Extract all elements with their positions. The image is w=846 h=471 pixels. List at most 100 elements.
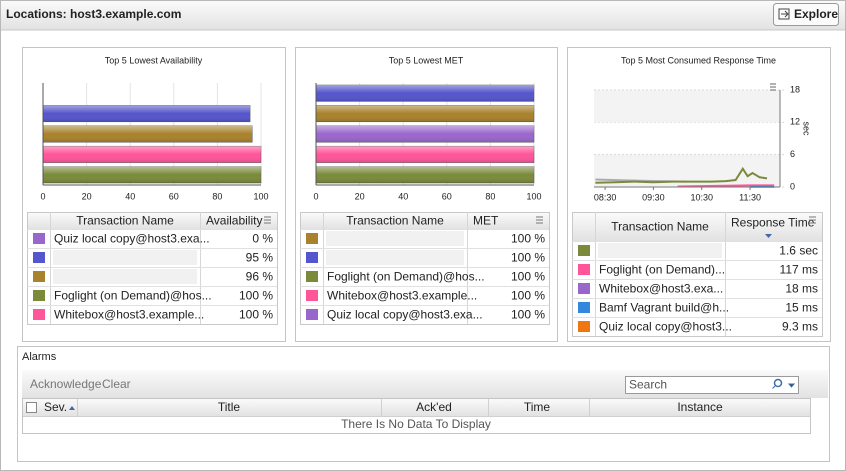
y-axis-label: sec <box>802 121 812 136</box>
x-tick-label: 100 <box>253 191 268 201</box>
y-tick-label: 6 <box>790 149 795 159</box>
color-swatch <box>33 309 45 320</box>
row-value: 18 ms <box>785 282 818 296</box>
color-swatch <box>578 321 590 332</box>
bar-shine <box>43 125 253 143</box>
transaction-name: Quiz local copy@host3.exa... <box>54 232 210 246</box>
row-value: 9.3 ms <box>782 320 818 334</box>
sort-icon[interactable] <box>536 216 543 224</box>
row-value: 1.6 sec <box>779 244 818 258</box>
row-value: 100 % <box>239 308 273 322</box>
x-tick-label: 20 <box>355 191 365 201</box>
panel-title: Top 5 Most Consumed Response Time <box>621 55 776 65</box>
x-tick-label: 20 <box>82 191 92 201</box>
column-header[interactable]: Time <box>524 400 551 414</box>
transaction-name: Whitebox@host3.example... <box>54 308 204 322</box>
column-header[interactable]: Transaction Name <box>346 214 444 228</box>
x-tick-label: 0 <box>313 191 318 201</box>
select-all[interactable] <box>26 402 37 413</box>
menu-icon <box>770 83 776 91</box>
search-icon <box>773 378 783 388</box>
bar-shine <box>316 105 534 122</box>
column-header[interactable]: Sev. <box>44 400 67 414</box>
series-line <box>595 166 768 184</box>
row-value: 95 % <box>246 251 274 265</box>
color-swatch <box>578 283 590 294</box>
sort-icon[interactable] <box>809 216 816 224</box>
row-value: 96 % <box>246 270 274 284</box>
column-header[interactable]: Availability <box>206 214 262 228</box>
bar-shine <box>316 125 534 143</box>
sort-icon[interactable] <box>264 216 271 224</box>
x-tick-label: 60 <box>169 191 179 201</box>
column-header[interactable]: MET <box>473 214 499 228</box>
search-icon <box>772 383 796 389</box>
sort-arrow <box>69 406 75 410</box>
header-bar <box>1 1 845 30</box>
color-swatch <box>33 290 45 301</box>
table-header <box>573 213 822 241</box>
transaction-name: Foglight (on Demand)... <box>599 263 725 277</box>
x-tick-label: 09:30 <box>642 192 665 202</box>
x-tick-label: 08:30 <box>594 192 617 202</box>
color-swatch <box>306 233 318 244</box>
panel-title: Top 5 Lowest Availability <box>105 55 203 65</box>
search-box[interactable] <box>625 376 799 394</box>
transaction-name: Foglight (on Demand)@hos... <box>54 289 212 303</box>
panel-title: Top 5 Lowest MET <box>389 55 464 65</box>
row-value: 0 % <box>252 232 273 246</box>
alarms-title: Alarms <box>22 351 57 363</box>
y-tick-label: 0 <box>790 181 795 191</box>
transaction-name: Whitebox@host3.exa... <box>599 282 723 296</box>
bar-shine <box>43 146 261 163</box>
x-tick-label: 40 <box>398 191 408 201</box>
x-tick-label: 60 <box>442 191 452 201</box>
redacted-name <box>326 250 464 265</box>
transaction-name: Quiz local copy@host3.exa... <box>327 308 483 322</box>
series-line <box>677 184 775 188</box>
color-swatch <box>306 271 318 282</box>
empty-message: There Is No Data To Display <box>341 417 491 431</box>
row-value: 100 % <box>511 270 545 284</box>
row-value: 100 % <box>511 232 545 246</box>
color-swatch <box>33 271 45 282</box>
action-button[interactable]: Clear <box>102 377 131 391</box>
x-tick-label: 80 <box>485 191 495 201</box>
color-swatch <box>33 233 45 244</box>
x-tick-label: 10:30 <box>690 192 713 202</box>
column-header[interactable]: Ack'ed <box>416 400 452 414</box>
redacted-name <box>53 269 197 284</box>
transaction-name: Quiz local copy@host3... <box>599 320 732 334</box>
x-tick-label: 11:30 <box>739 192 761 202</box>
column-header[interactable]: Title <box>218 400 241 414</box>
color-swatch <box>578 264 590 275</box>
row-value: 117 ms <box>780 263 818 277</box>
column-header[interactable]: Instance <box>677 400 723 414</box>
search-placeholder[interactable]: Search <box>629 378 667 392</box>
bar-shine <box>316 85 534 102</box>
x-tick-label: 100 <box>526 191 541 201</box>
row-value: 100 % <box>511 251 545 265</box>
column-header[interactable]: Transaction Name <box>76 214 174 228</box>
explore-label[interactable]: Explore <box>794 7 838 21</box>
explore-button[interactable] <box>773 3 839 26</box>
y-tick-label: 12 <box>790 117 800 127</box>
action-button[interactable]: Acknowledge <box>30 377 102 391</box>
x-tick-label: 80 <box>212 191 222 201</box>
redacted-name <box>326 231 464 246</box>
redacted-name <box>598 243 722 258</box>
sort-arrow <box>765 234 772 238</box>
row-value: 15 ms <box>785 301 818 315</box>
band <box>594 90 780 123</box>
header-title: Locations: host3.example.com <box>6 7 181 21</box>
x-tick-label: 40 <box>125 191 135 201</box>
transaction-name: Bamf Vagrant build@h... <box>599 301 729 315</box>
bar-shine <box>316 146 534 163</box>
transaction-name: Foglight (on Demand)@hos... <box>327 270 485 284</box>
color-swatch <box>306 290 318 301</box>
table-header <box>301 213 549 229</box>
column-header[interactable]: Response Time <box>731 216 815 230</box>
column-header[interactable]: Transaction Name <box>611 220 709 234</box>
color-swatch <box>306 252 318 263</box>
